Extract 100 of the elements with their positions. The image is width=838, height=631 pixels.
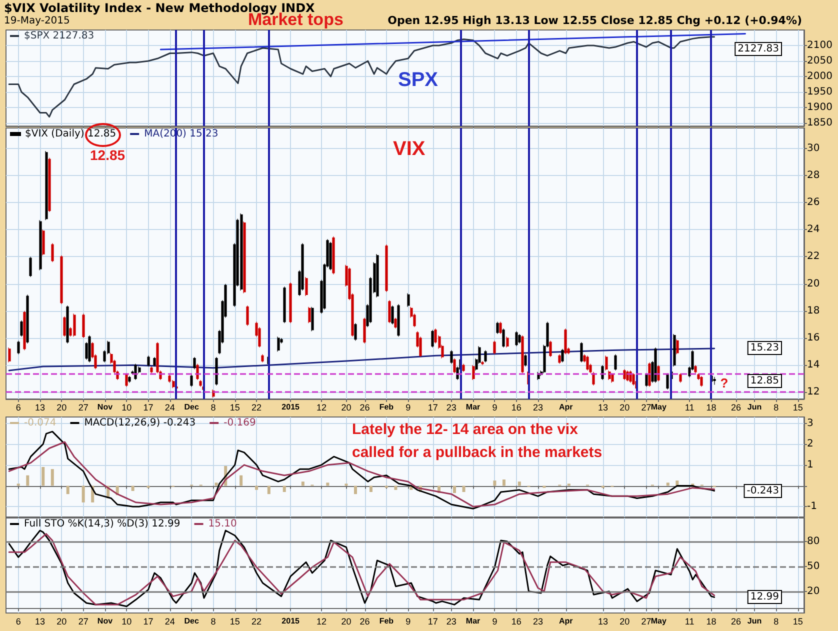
x-tick-label: 13	[598, 616, 608, 626]
legend-label: MACD(12,26,9) -0.243	[84, 418, 196, 428]
x-tick-label: 6	[16, 616, 21, 626]
annotation: called for a pullback in the markets	[352, 444, 602, 461]
annotation: SPX	[398, 69, 439, 91]
x-tick-label: Dec	[184, 402, 200, 412]
x-tick-label: 20	[620, 616, 630, 626]
x-tick-label: 20	[56, 402, 67, 412]
y-tick-label: 22	[807, 251, 820, 262]
y-tick-label: -1	[807, 501, 817, 512]
x-tick-label: Mar	[466, 402, 480, 412]
text: Open 12.95 High 13.13 Low 12.55 Close 12.85 Chg +0.12 (+0.94%)	[388, 14, 802, 27]
x-tick-label: 27	[641, 402, 652, 412]
x-tick-label: 15	[792, 402, 803, 412]
x-tick-label: Apr	[558, 402, 573, 412]
x-tick-label: Apr	[558, 616, 573, 626]
x-tick-label: 15	[792, 616, 803, 626]
y-tick-label: 2	[807, 438, 814, 450]
annotation: 15.23	[750, 342, 780, 354]
x-tick-label: 26	[360, 402, 370, 412]
x-tick-label: Feb	[379, 616, 394, 626]
y-tick-label: 80	[807, 536, 820, 547]
annotation: VIX	[393, 138, 426, 160]
x-tick-label: 2015	[282, 616, 300, 626]
y-tick-label: 1900	[807, 102, 832, 113]
x-tick-label: Jun	[747, 402, 762, 412]
y-tick-label: 2100	[807, 40, 832, 51]
x-tick-label: Dec	[184, 616, 200, 626]
x-tick-label: Feb	[379, 402, 394, 412]
x-tick-label: 11	[684, 402, 694, 412]
x-tick-label: 26	[730, 402, 741, 412]
x-tick-label: 16	[511, 616, 522, 626]
x-tick-label: 20	[341, 402, 352, 412]
y-tick-label: 1	[807, 459, 814, 470]
annotation: Lately the 12- 14 area on the vix	[352, 421, 579, 438]
x-tick-label: Mar	[466, 616, 480, 626]
y-tick-label: 1950	[807, 86, 832, 98]
y-tick-label: 20	[807, 278, 820, 290]
legend-label: $SPX 2127.83	[24, 30, 94, 42]
y-tick-label: 24	[807, 224, 820, 236]
x-tick-label: 27	[78, 402, 88, 412]
x-tick-label: 24	[164, 616, 175, 626]
x-tick-label: 6	[16, 402, 21, 412]
legend-label: 15.10	[208, 518, 237, 530]
x-tick-label: 2015	[282, 402, 300, 412]
annotation: 2127.83	[738, 44, 780, 54]
x-tick-label: 8	[210, 402, 216, 412]
legend-label: -0.074	[24, 418, 56, 428]
y-tick-label: 14	[807, 360, 820, 371]
x-tick-label: 17	[143, 402, 154, 412]
legend-label: -0.169	[224, 418, 256, 428]
x-tick-label: 12	[316, 616, 326, 626]
y-tick-label: 3	[807, 418, 814, 429]
y-tick-label: 20	[807, 586, 820, 597]
y-tick-label: 50	[807, 560, 820, 572]
annotation: 12.85	[750, 376, 780, 386]
x-tick-label: 9	[406, 616, 411, 626]
y-tick-label: 12	[807, 386, 820, 398]
x-tick-label: 23	[532, 402, 544, 412]
x-tick-label: 22	[252, 616, 262, 626]
annotation: ?	[720, 376, 728, 391]
x-tick-label: 12	[316, 402, 326, 412]
x-tick-label: 20	[56, 616, 67, 626]
x-tick-label: 13	[598, 402, 608, 412]
x-tick-label: 15	[230, 402, 240, 412]
x-tick-label: 23	[446, 402, 456, 412]
x-tick-label: 8	[774, 616, 779, 626]
x-tick-label: Nov	[97, 616, 114, 626]
y-tick-label: 28	[807, 170, 820, 181]
x-tick-label: 20	[341, 616, 352, 626]
x-tick-label: 9	[406, 402, 411, 412]
x-tick-label: 10	[122, 402, 132, 412]
annotation: 12.99	[750, 592, 780, 602]
x-tick-label: 11	[684, 616, 694, 626]
y-tick-label: 2000	[807, 71, 832, 82]
x-tick-label: 15	[230, 616, 240, 626]
x-tick-label: 22	[252, 402, 262, 412]
x-tick-label: 8	[210, 616, 216, 626]
x-tick-label: May	[650, 402, 667, 412]
y-tick-label: 30	[807, 142, 820, 154]
x-tick-label: 26	[360, 616, 370, 626]
x-tick-label: 23	[446, 616, 456, 626]
x-tick-label: 8	[774, 402, 779, 412]
x-tick-label: 27	[78, 616, 88, 626]
x-tick-label: Nov	[97, 402, 114, 412]
y-tick-label: 16	[807, 332, 820, 344]
x-tick-label: May	[650, 616, 667, 626]
x-tick-label: Jun	[747, 616, 762, 626]
x-tick-label: 17	[143, 616, 154, 626]
x-tick-label: 20	[620, 402, 630, 412]
x-tick-label: 9	[492, 616, 498, 626]
y-tick-label: 26	[807, 197, 820, 208]
chart-subtitle: 19-May-2015	[4, 16, 70, 26]
x-tick-label: 26	[730, 616, 741, 626]
x-tick-label: 24	[164, 402, 175, 412]
legend-label: Full STO %K(14,3) %D(3) 12.99	[24, 518, 180, 530]
x-tick-label: 13	[35, 616, 46, 626]
x-tick-label: 17	[428, 402, 438, 412]
x-tick-label: 18	[706, 402, 716, 412]
x-tick-label: 10	[122, 616, 132, 626]
